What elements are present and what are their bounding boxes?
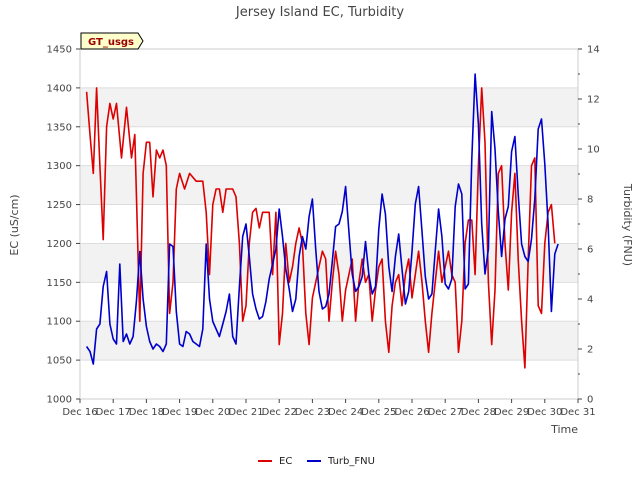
y-right-tick-label: 2 xyxy=(587,345,593,356)
series-layer xyxy=(85,73,559,369)
source-badge-box xyxy=(80,32,144,50)
x-tick-label: Dec 30 xyxy=(527,407,562,418)
x-tick-label: Dec 28 xyxy=(461,407,496,418)
y-left-tick-label: 1300 xyxy=(47,161,72,172)
x-tick-label: Dec 23 xyxy=(295,407,330,418)
x-tick-label: Dec 17 xyxy=(96,407,131,418)
y-axis-right-label: Turbidity (FNU) xyxy=(621,183,634,266)
x-tick-label: Dec 22 xyxy=(262,407,297,418)
x-tick-label: Dec 16 xyxy=(62,407,97,418)
x-tick-label: Dec 31 xyxy=(560,407,595,418)
y-axis-left: 1000 1050 1100 1150 1200 1250 1300 1350 1400 1450 xyxy=(47,45,80,406)
y-left-tick-label: 1400 xyxy=(47,83,72,94)
y-left-tick-label: 1150 xyxy=(47,278,72,289)
y-right-tick-label: 0 xyxy=(587,395,593,406)
y-right-tick-label: 10 xyxy=(587,145,600,156)
legend: EC Turb_FNU xyxy=(258,456,375,467)
y-left-tick-label: 1350 xyxy=(47,122,72,133)
grid-band xyxy=(80,321,578,361)
x-axis-label: Time xyxy=(550,423,578,436)
legend-item-ec: EC xyxy=(258,456,292,467)
y-left-tick-label: 1000 xyxy=(47,395,72,406)
source-badge-text: GT_usgs xyxy=(88,37,134,48)
x-tick-label: Dec 24 xyxy=(328,407,363,418)
y-right-tick-label: 12 xyxy=(587,95,600,106)
x-tick-label: Dec 25 xyxy=(361,407,396,418)
x-tick-label: Dec 21 xyxy=(228,407,263,418)
y-right-tick-label: 4 xyxy=(587,295,593,306)
y-right-tick-label: 8 xyxy=(587,195,593,206)
grid-band xyxy=(80,165,578,205)
x-tick-label: Dec 27 xyxy=(428,407,463,418)
series-line-turb-fnu xyxy=(85,73,559,365)
y-right-tick-label: 6 xyxy=(587,245,593,256)
grid-band xyxy=(80,243,578,283)
x-tick-label: Dec 19 xyxy=(162,407,197,418)
legend-item-turb-fnu: Turb_FNU xyxy=(307,456,375,467)
y-left-tick-label: 1050 xyxy=(47,356,72,367)
y-left-tick-label: 1200 xyxy=(47,239,72,250)
x-tick-label: Dec 29 xyxy=(494,407,529,418)
chart-title: Jersey Island EC, Turbidity xyxy=(235,5,405,20)
x-tick-label: Dec 26 xyxy=(394,407,429,418)
legend-label: EC xyxy=(279,456,292,467)
grid-band xyxy=(80,87,578,127)
y-left-tick-label: 1250 xyxy=(47,200,72,211)
y-right-tick-label: 14 xyxy=(587,45,600,56)
y-axis-left-label: EC (uS/cm) xyxy=(8,194,21,255)
x-tick-label: Dec 20 xyxy=(195,407,230,418)
y-left-tick-label: 1100 xyxy=(47,317,72,328)
y-left-tick-label: 1450 xyxy=(47,45,72,56)
y-axis-right: 0 2 4 6 8 10 12 14 xyxy=(578,45,600,406)
x-tick-label: Dec 18 xyxy=(129,407,164,418)
source-badge: GT_usgs xyxy=(80,32,144,50)
legend-label: Turb_FNU xyxy=(327,456,375,467)
